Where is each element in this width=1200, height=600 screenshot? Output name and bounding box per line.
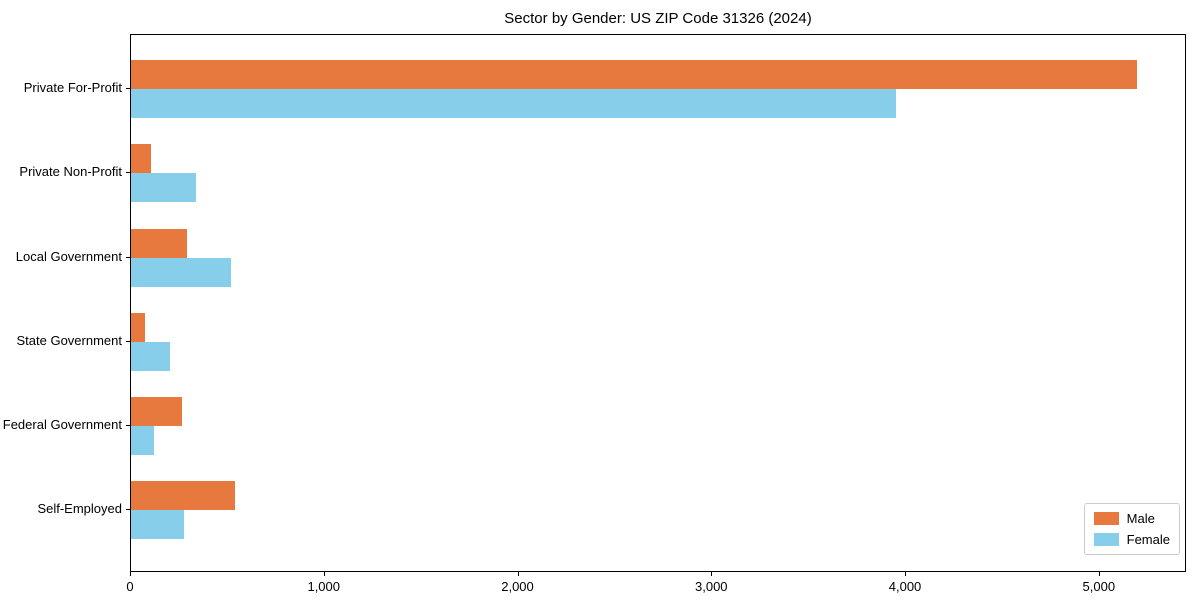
x-axis-tick-label: 2,000 [501, 579, 534, 594]
bar-female-self-employed [131, 510, 185, 539]
x-tick-mark [1098, 572, 1100, 576]
y-tick-mark [126, 257, 130, 258]
x-axis-tick-label: 1,000 [307, 579, 341, 594]
x-axis-tick-label: 3,000 [695, 579, 728, 594]
x-tick-mark [517, 572, 519, 576]
bar-male-self-employed [131, 481, 235, 510]
x-tick-mark [323, 572, 325, 576]
x-tick-mark [711, 572, 713, 576]
bar-female-federal-government [131, 426, 155, 455]
y-tick-mark [126, 172, 130, 173]
bar-female-private-for-profit [131, 89, 897, 118]
bar-male-private-for-profit [131, 60, 1137, 89]
y-tick-mark [126, 425, 130, 426]
plot-area: Male Female [130, 34, 1186, 572]
x-tick-mark [905, 572, 907, 576]
legend: Male Female [1083, 503, 1180, 555]
bar-female-private-non-profit [131, 173, 196, 202]
y-axis-category-label: State Government [16, 333, 123, 348]
chart-title: Sector by Gender: US ZIP Code 31326 (202… [504, 10, 812, 27]
y-axis-category-label: Self-Employed [37, 501, 122, 516]
bar-male-state-government [131, 313, 145, 342]
y-axis-category-label: Private Non-Profit [19, 164, 122, 179]
bar-female-state-government [131, 342, 170, 371]
x-axis-tick-label: 0 [126, 579, 134, 594]
legend-swatch-female [1093, 533, 1119, 546]
legend-label-male: Male [1126, 511, 1155, 526]
y-axis-category-label: Local Government [15, 249, 122, 264]
legend-label-female: Female [1126, 532, 1170, 547]
legend-swatch-male [1093, 512, 1119, 525]
bar-female-local-government [131, 258, 231, 287]
x-tick-mark [130, 572, 131, 576]
y-tick-mark [126, 509, 130, 510]
y-axis-category-label: Private For-Profit [23, 80, 122, 95]
y-tick-mark [126, 341, 130, 342]
x-axis-tick-label: 5,000 [1082, 579, 1116, 594]
x-axis-tick-label: 4,000 [888, 579, 922, 594]
legend-entry-male: Male [1093, 511, 1170, 526]
legend-entry-female: Female [1093, 532, 1170, 547]
bar-male-local-government [131, 229, 188, 258]
bar-male-private-non-profit [131, 144, 152, 173]
bar-male-federal-government [131, 397, 183, 426]
y-axis-category-label: Federal Government [2, 417, 122, 432]
y-tick-mark [126, 88, 130, 89]
